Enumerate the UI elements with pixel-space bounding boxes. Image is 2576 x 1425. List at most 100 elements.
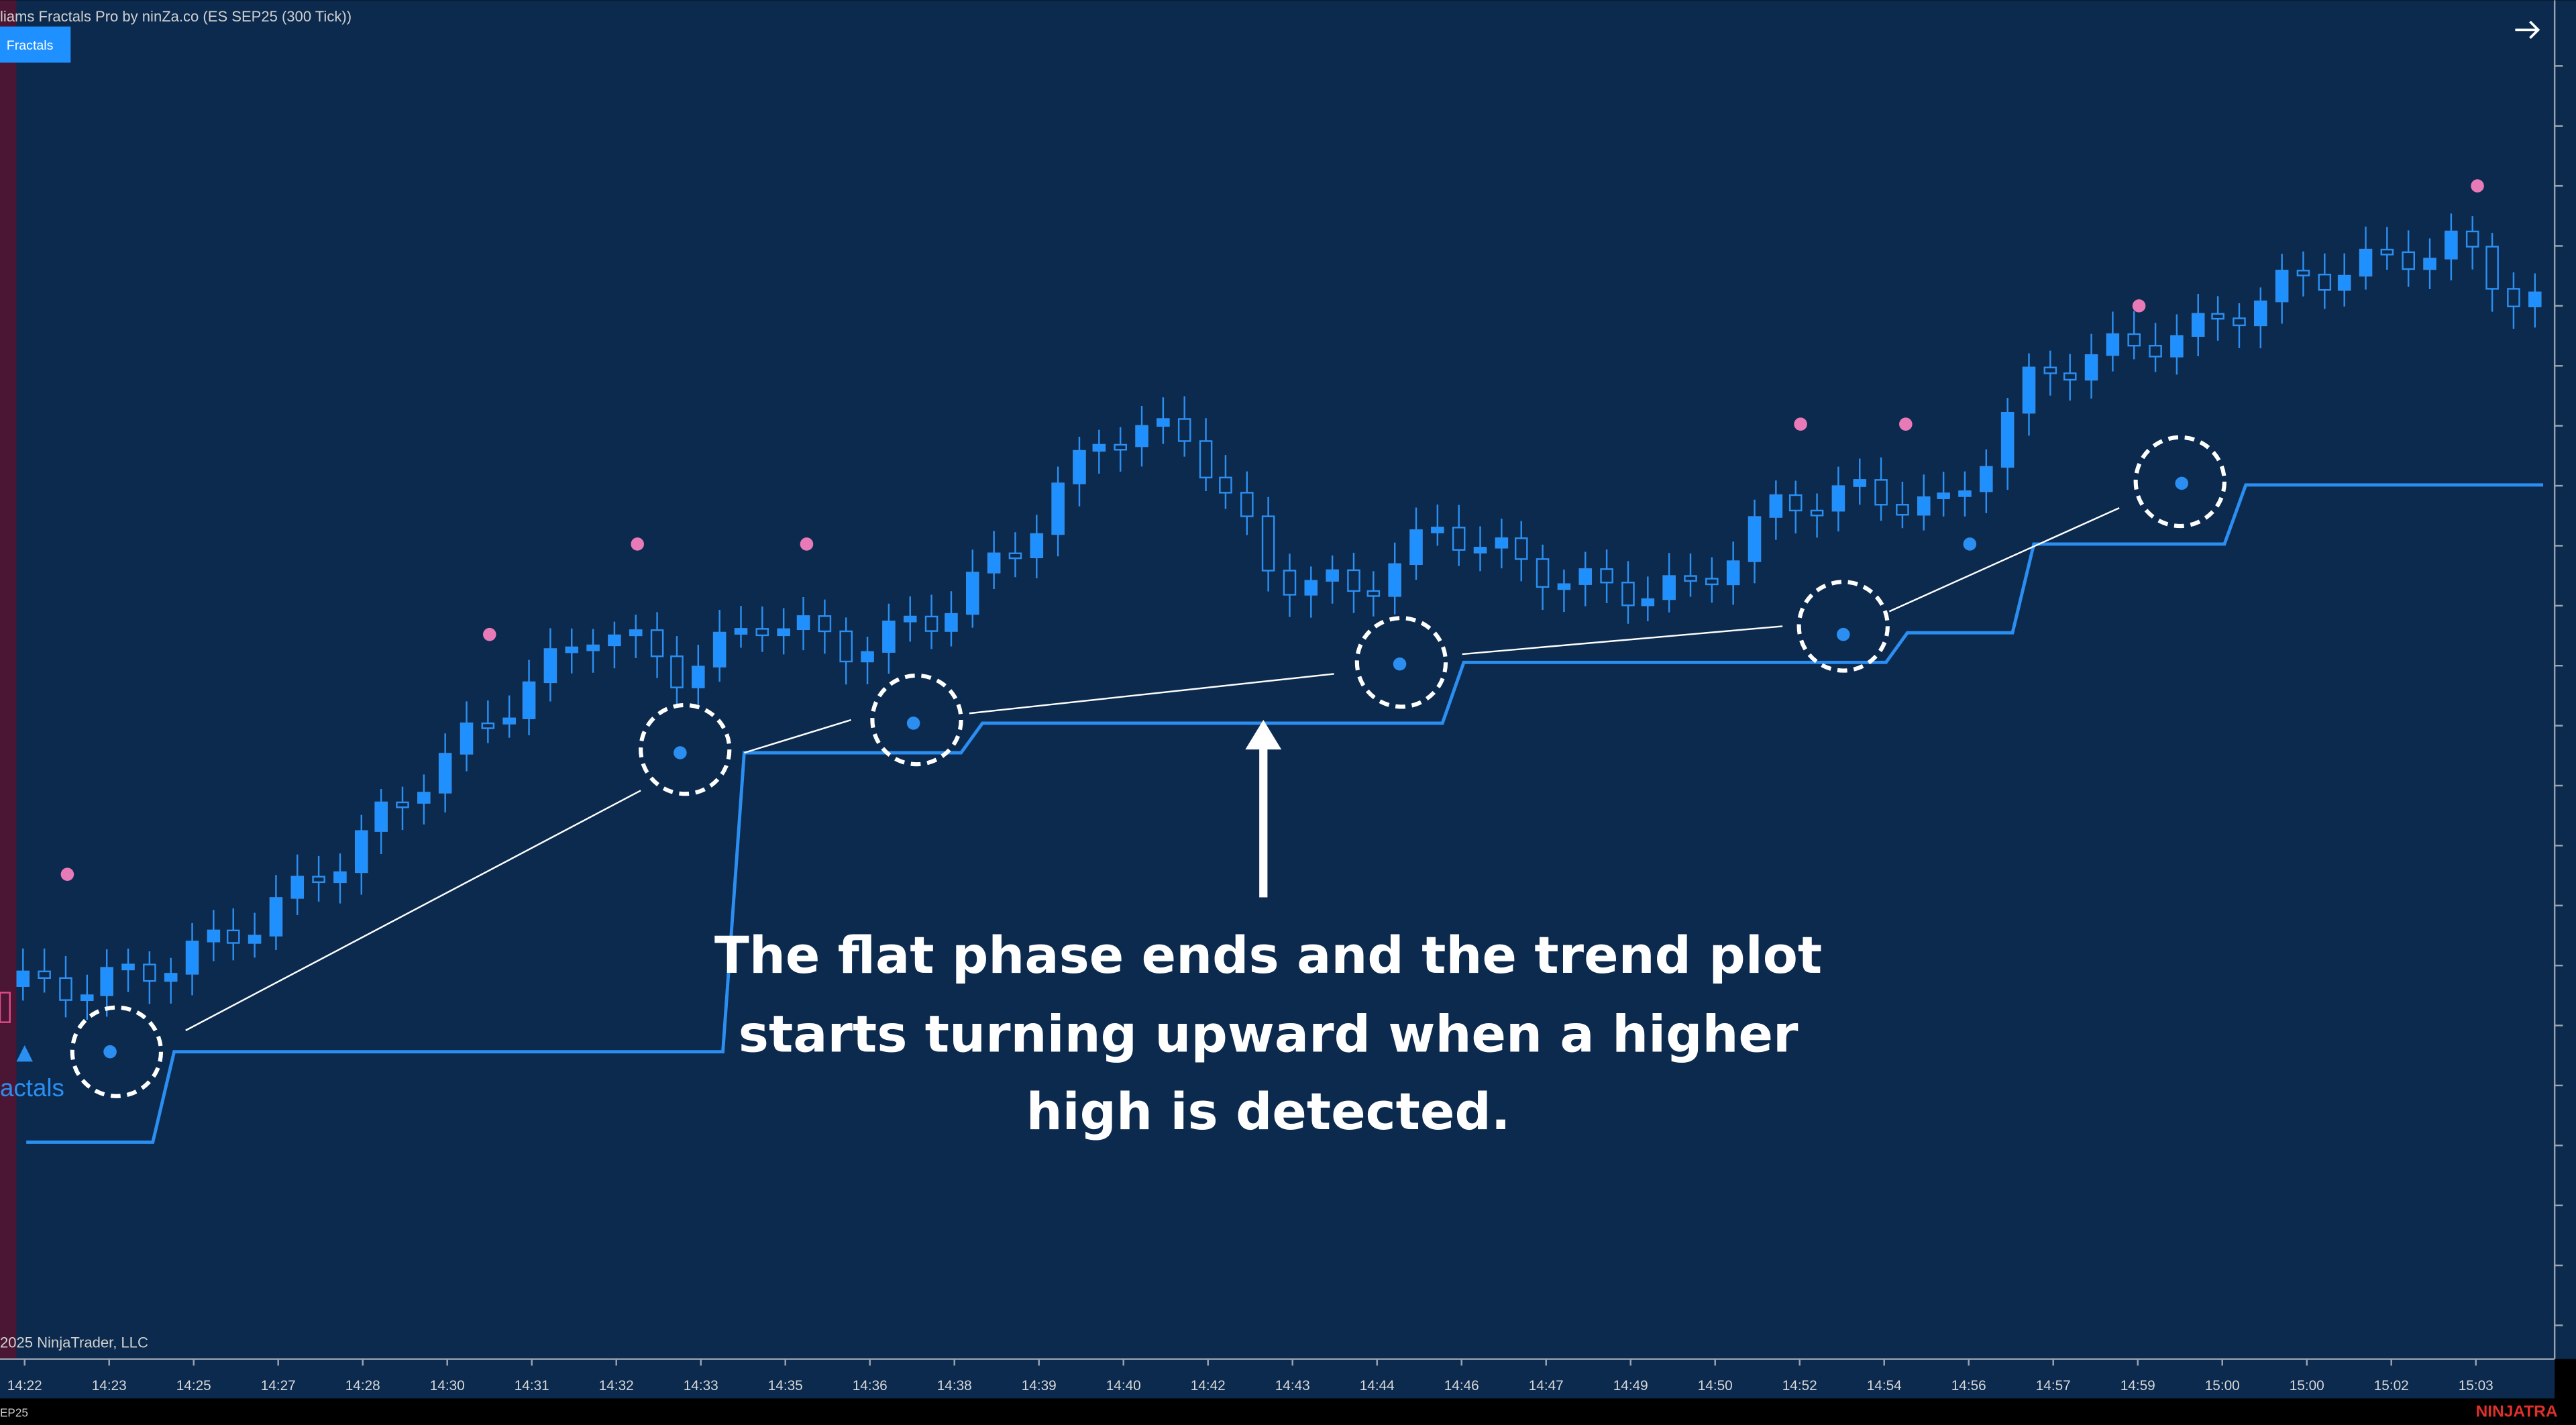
time-label: 14:38 [937, 1378, 972, 1393]
time-label: 14:46 [1444, 1378, 1479, 1393]
trend-line [26, 483, 2544, 1144]
candle-body [2022, 366, 2036, 414]
highlight-circle [1796, 580, 1890, 673]
high-fractal [483, 627, 496, 641]
candle-body [1219, 476, 1232, 494]
time-axis [0, 1359, 2555, 1399]
high-fractal [631, 537, 644, 551]
candle-body [882, 621, 896, 653]
candle-body [1917, 496, 1931, 516]
time-label: 14:39 [1022, 1378, 1057, 1393]
candle-body [1157, 418, 1170, 427]
candle-body [1092, 443, 1106, 452]
candle-body [650, 629, 664, 657]
candle-body [312, 876, 325, 884]
candle-body [755, 628, 769, 637]
candle-body [2191, 313, 2205, 337]
candle-body [1831, 485, 1845, 512]
candle-body [2000, 411, 2015, 468]
candle-body [818, 615, 832, 633]
time-label: 14:44 [1360, 1378, 1395, 1393]
candle-body [2485, 246, 2499, 290]
candle-body [945, 613, 958, 632]
candle-body [1473, 547, 1487, 553]
candle-body [2211, 313, 2224, 320]
candle-body [460, 722, 474, 755]
candle-body [2063, 372, 2077, 381]
time-ticks: 14:22 14:23 14:25 14:27 14:28 14:30 14:31 14:32… [7, 1359, 2493, 1393]
candles [16, 213, 2542, 1020]
candle-body [80, 994, 94, 1002]
indicator-button-label[interactable]: Fractals [7, 38, 54, 53]
time-label: 14:50 [1698, 1378, 1733, 1393]
high-fractal [60, 867, 74, 882]
candle-body [1641, 598, 1655, 606]
candle-body [396, 801, 409, 808]
candle-body [100, 967, 113, 996]
low-fractal [2175, 476, 2189, 490]
candle-body [59, 977, 72, 1001]
swing-arrows [185, 507, 2120, 1031]
indicator-button[interactable] [0, 26, 71, 63]
time-label: 14:47 [1529, 1378, 1564, 1393]
highlight-circle [639, 702, 732, 796]
candle-body [777, 628, 790, 637]
candle-body [2359, 248, 2373, 277]
candle-body [1030, 533, 1044, 559]
candle-body [1304, 580, 1318, 596]
expand-icon[interactable] [2515, 20, 2540, 39]
candle-body [2507, 288, 2520, 307]
legend-label: actals [0, 1074, 64, 1102]
marker-box [0, 992, 11, 1023]
time-label: 15:00 [2290, 1378, 2324, 1393]
candle-body [374, 801, 388, 832]
candle-body [1621, 582, 1635, 606]
time-label: 14:35 [768, 1378, 803, 1393]
time-label: 14:33 [684, 1378, 718, 1393]
candle-body [1326, 569, 1339, 582]
candle-body [1662, 575, 1676, 600]
low-fractal [1393, 657, 1407, 671]
candle-body [2445, 230, 2458, 260]
candle-body [1536, 558, 1550, 588]
candle-body [1853, 479, 1867, 487]
candle-body [924, 615, 938, 632]
candle-body [1705, 578, 1719, 586]
candle-body [248, 935, 262, 944]
time-label: 14:52 [1782, 1378, 1817, 1393]
candle-body [2423, 258, 2436, 270]
candle-body [1114, 443, 1127, 451]
time-label: 14:25 [176, 1378, 211, 1393]
candle-body [1748, 516, 1762, 562]
price-axis [2555, 0, 2576, 1359]
highlight-circle [70, 1005, 164, 1098]
time-label: 15:02 [2374, 1378, 2409, 1393]
candle-body [1240, 492, 1254, 517]
time-label: 14:32 [599, 1378, 634, 1393]
arrow [185, 790, 641, 1031]
candle-body [1177, 418, 1191, 442]
time-label: 14:59 [2121, 1378, 2155, 1393]
candle-body [1726, 560, 1740, 586]
candle-body [565, 646, 579, 653]
high-fractal [1899, 417, 1913, 431]
candle-body [1578, 568, 1593, 585]
high-fractal [800, 537, 814, 551]
candle-body [522, 681, 536, 719]
time-label: 14:23 [92, 1378, 127, 1393]
candle-body [207, 929, 221, 943]
candle-body [1600, 568, 1613, 584]
candle-body [1409, 529, 1423, 566]
annotation-line: The flat phase ends and the trend plot [714, 926, 1822, 985]
candle-body [796, 615, 810, 631]
candle-body [1366, 590, 1381, 597]
candle-body [1199, 440, 1213, 479]
candle-body [692, 666, 705, 688]
candle-body [2296, 270, 2310, 276]
low-fractal [1963, 537, 1977, 551]
time-label: 14:42 [1191, 1378, 1226, 1393]
arrow [1462, 625, 1783, 655]
candle-body [1283, 570, 1297, 596]
candle-body [1495, 537, 1509, 549]
